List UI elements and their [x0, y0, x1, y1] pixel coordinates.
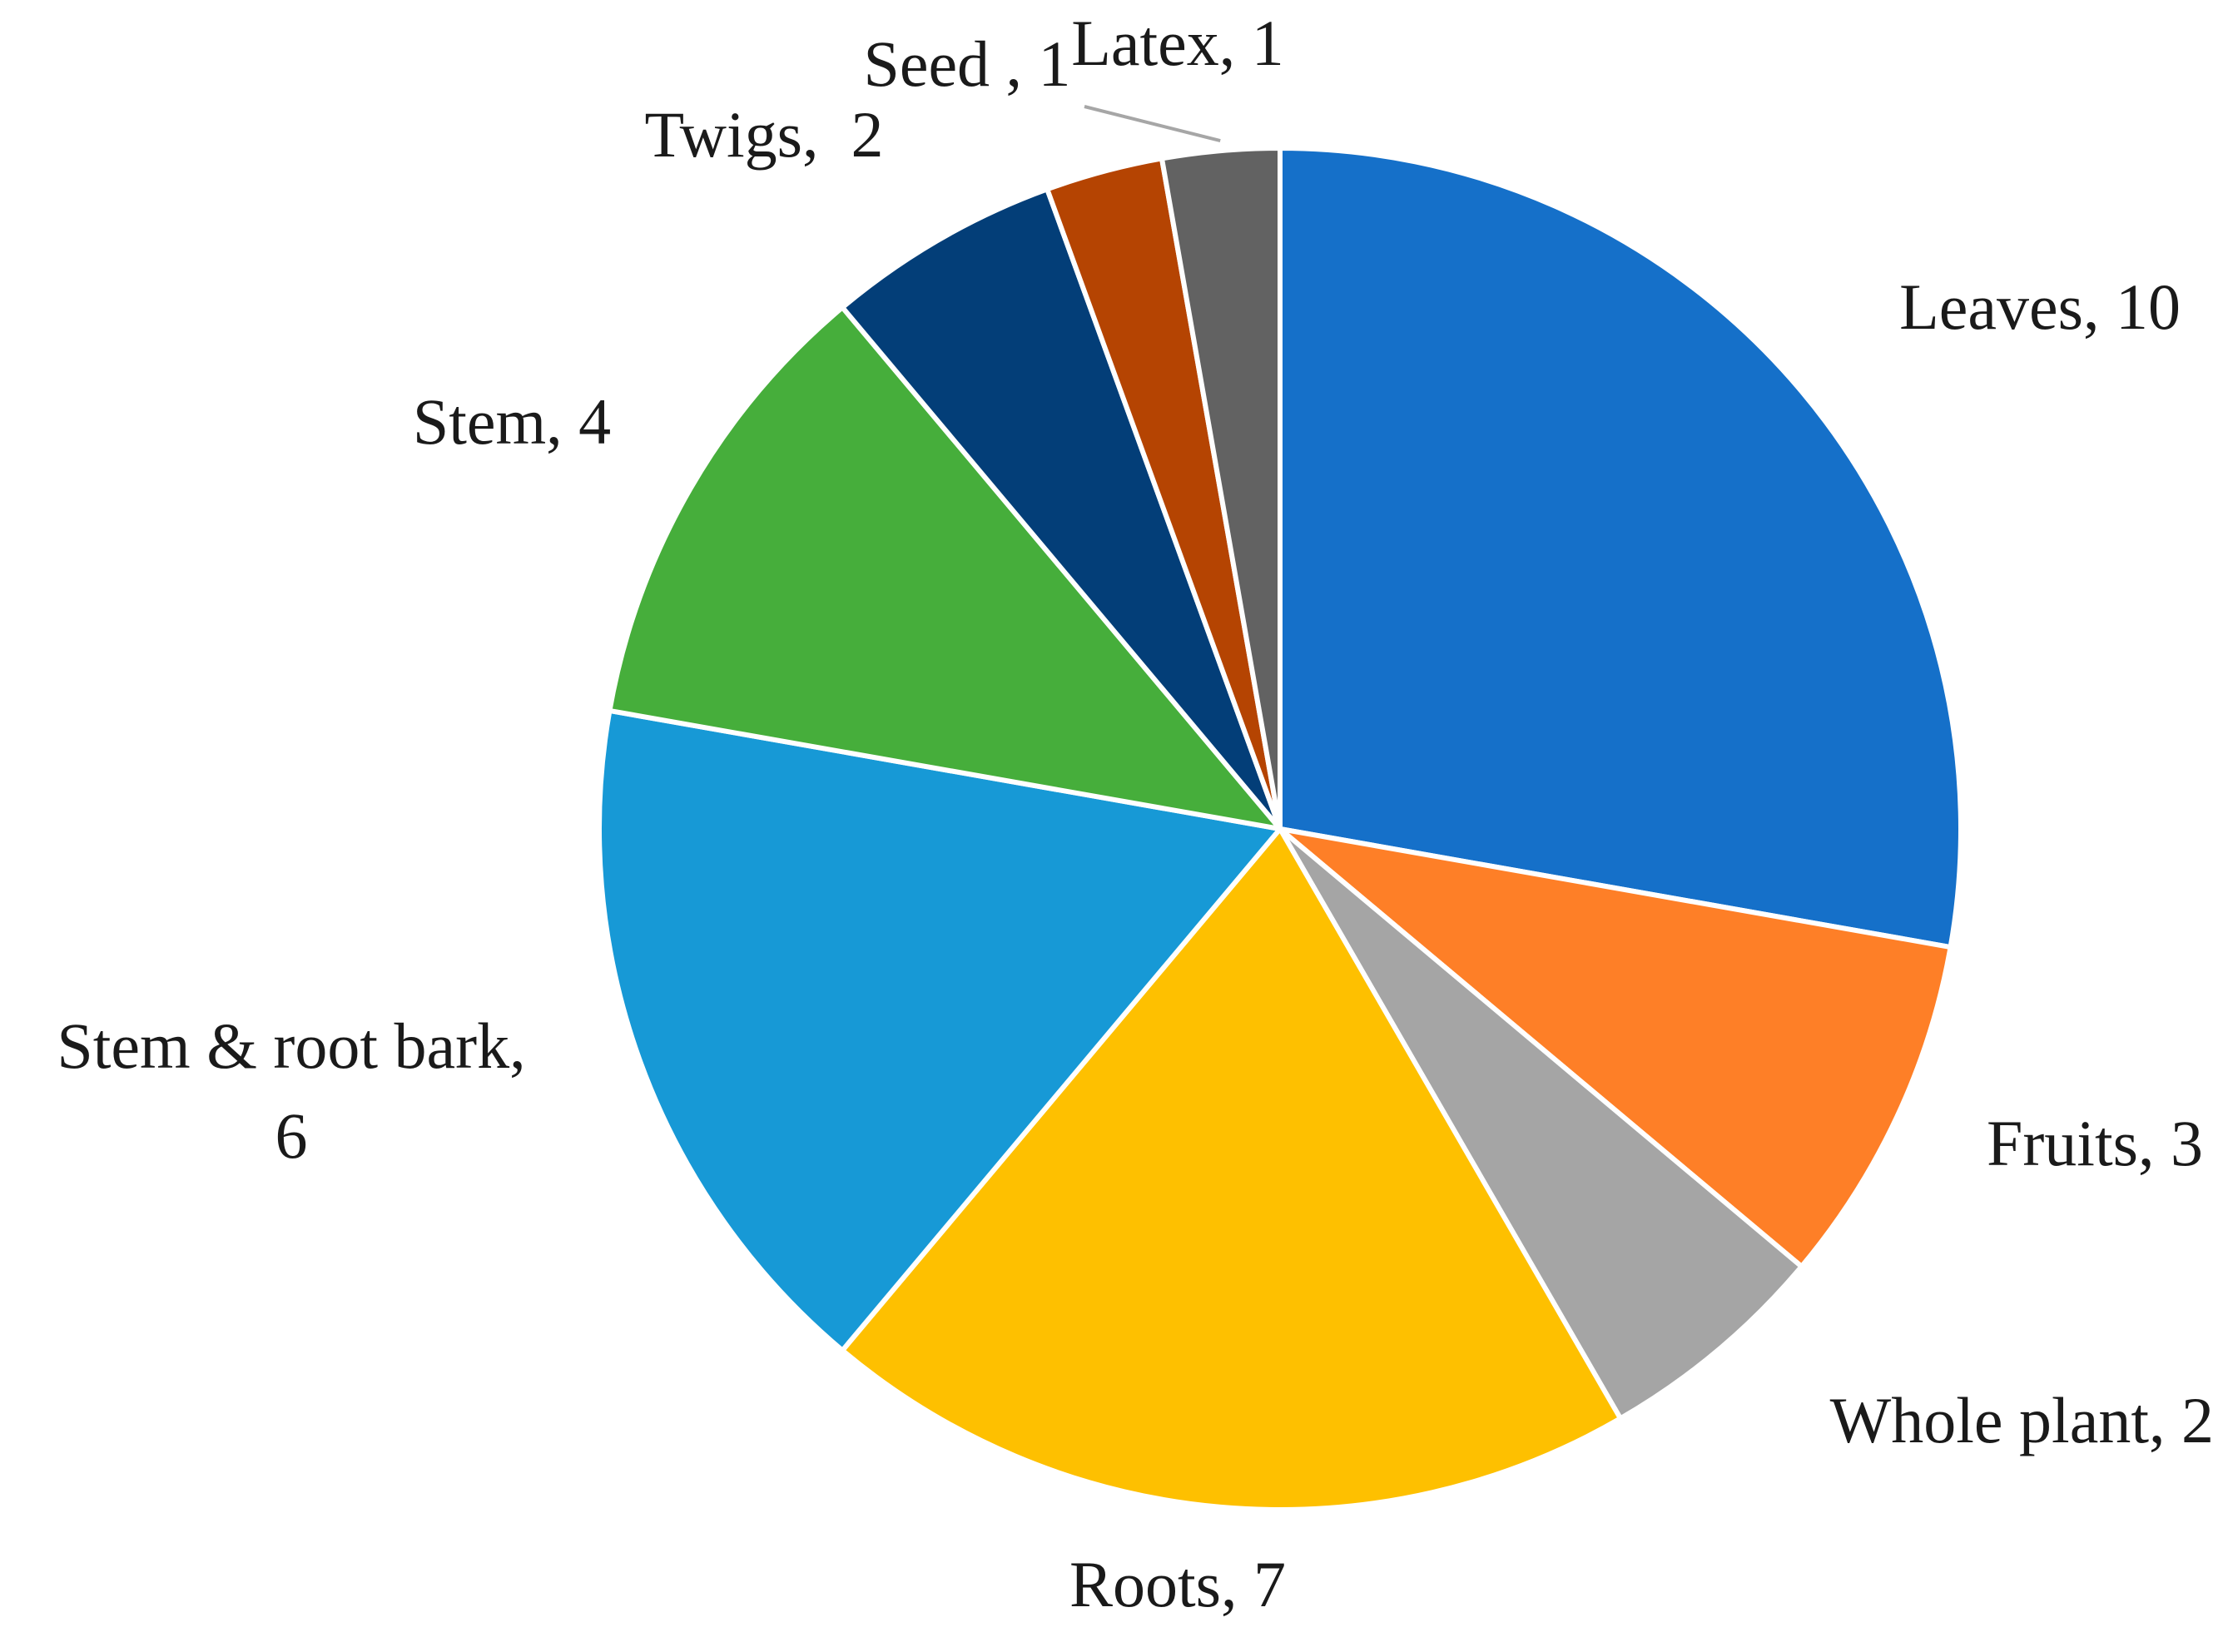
- pie-slice-fruits: [1278, 826, 1953, 1269]
- data-label-leaves: Leaves, 10: [1899, 270, 2181, 343]
- leader-line-latex: [1084, 105, 1221, 143]
- pie-slice-whole-plant: [1278, 826, 1804, 1421]
- pie-slice-stem-root-bark: [597, 707, 1283, 1353]
- data-label-whole-plant: Whole plant, 2: [1830, 1384, 2214, 1456]
- data-label-stem: Stem, 4: [413, 385, 611, 458]
- data-label-fruits: Fruits, 3: [1987, 1107, 2203, 1179]
- pie-slice-leaves: [1278, 146, 1963, 950]
- pie-slice-latex: [1159, 146, 1283, 831]
- data-label-roots: Roots, 7: [1069, 1548, 1286, 1620]
- data-label-seed: Seed , 1: [863, 27, 1070, 100]
- data-label-stem-root-bark: Stem & root bark, 6: [57, 1010, 525, 1172]
- data-label-twigs: Twigs, 2: [644, 98, 883, 171]
- leader-lines: [1084, 105, 1221, 143]
- data-label-latex: Latex, 1: [1071, 7, 1284, 79]
- pie-slice-twigs: [840, 186, 1283, 831]
- pie-slice-roots: [840, 826, 1623, 1512]
- pie-slice-stem: [607, 305, 1283, 831]
- data-labels: Leaves, 10 Fruits, 3 Whole plant, 2 Roots, …: [57, 7, 2214, 1620]
- pie-slices: [597, 146, 1963, 1512]
